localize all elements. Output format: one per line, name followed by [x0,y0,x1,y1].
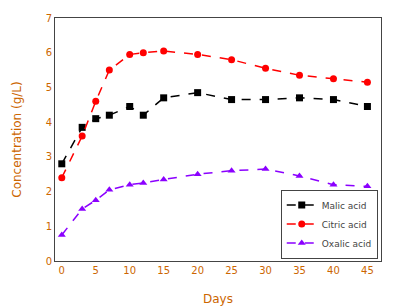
svg-text:5: 5 [46,82,52,93]
svg-text:40: 40 [327,265,340,276]
svg-text:35: 35 [293,265,306,276]
svg-text:45: 45 [361,265,374,276]
svg-text:Days: Days [203,292,233,306]
svg-text:0: 0 [59,265,65,276]
svg-text:20: 20 [191,265,204,276]
svg-text:Oxalic acid: Oxalic acid [322,239,371,249]
svg-text:25: 25 [225,265,238,276]
svg-text:30: 30 [259,265,272,276]
svg-text:Citric acid: Citric acid [322,220,367,230]
svg-text:Malic acid: Malic acid [322,201,367,211]
svg-text:6: 6 [46,47,52,58]
svg-text:5: 5 [93,265,99,276]
svg-text:0: 0 [46,256,52,267]
svg-text:3: 3 [46,151,52,162]
svg-text:2: 2 [46,186,52,197]
svg-text:1: 1 [46,221,52,232]
svg-text:15: 15 [157,265,170,276]
svg-text:4: 4 [46,117,52,128]
svg-text:7: 7 [46,13,52,24]
svg-text:Concentration (g/L): Concentration (g/L) [10,81,24,197]
svg-text:10: 10 [123,265,136,276]
